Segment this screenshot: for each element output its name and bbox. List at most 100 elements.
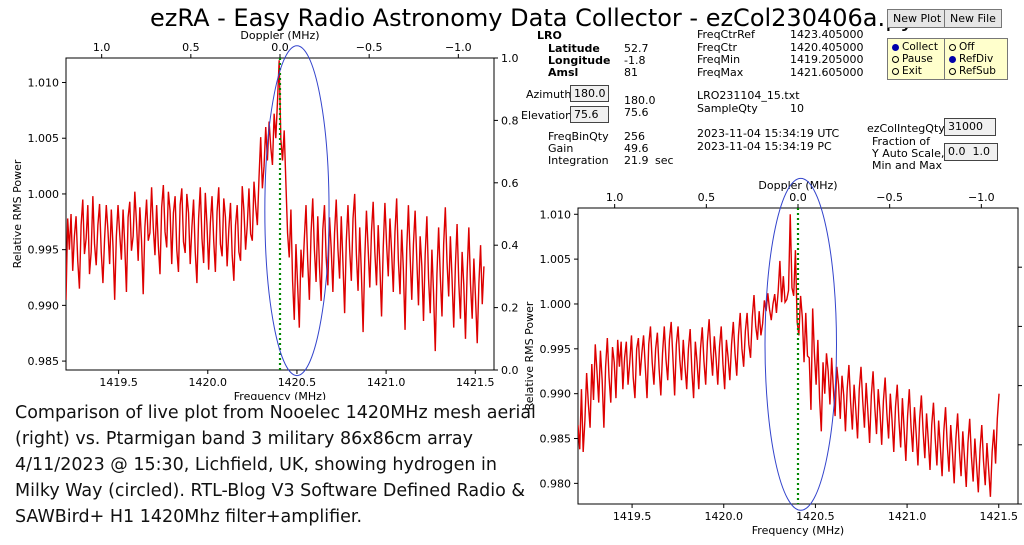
- right-doppler-axis-label: Doppler (MHz): [758, 179, 837, 192]
- radio-empty-icon: [949, 67, 956, 75]
- new-file-button[interactable]: New File: [944, 9, 1002, 28]
- right-x-axis-label: Frequency (MHz): [752, 524, 844, 537]
- radio-selected-icon: [949, 55, 956, 63]
- left-x-tick-label: 1421.0: [367, 376, 406, 389]
- figure-caption: Comparison of live plot from Nooelec 142…: [15, 403, 536, 527]
- left-x-tick-label: 1421.5: [456, 376, 495, 389]
- latitude-label: Latitude: [548, 42, 600, 55]
- right-doppler-tick-label: 0.5: [698, 191, 716, 204]
- right-doppler-tick-label: −1.0: [968, 191, 995, 204]
- amsl-value: 81: [624, 66, 638, 79]
- left-x-tick-label: 1420.5: [278, 376, 317, 389]
- left-x-tick-label: 1419.5: [99, 376, 138, 389]
- freq-min-value: 1419.205000: [790, 53, 864, 66]
- gain-value: 49.6: [624, 142, 649, 155]
- left-doppler-tick-label: −1.0: [445, 41, 472, 54]
- collect-radio[interactable]: Collect: [892, 41, 942, 53]
- right-x-tick-label: 1420.5: [796, 510, 835, 523]
- left-trace-line: [66, 60, 485, 352]
- right-y-axis-label: Relative RMS Power: [523, 301, 536, 410]
- azimuth-value: 180.0: [624, 94, 656, 107]
- gain-label: Gain: [548, 142, 574, 155]
- left-x-axis-label: Frequency (MHz): [234, 390, 326, 400]
- freq-ctr-ref-value: 1423.405000: [790, 28, 864, 41]
- left-right-tick-label: 0.4: [501, 239, 519, 252]
- exit-radio[interactable]: Exit: [892, 65, 942, 77]
- left-y-tick-label: 1.010: [28, 77, 60, 90]
- freq-bin-qty-value: 256: [624, 130, 645, 143]
- integ-qty-label: ezColIntegQty: [867, 122, 945, 135]
- integration-value: 21.9: [624, 154, 649, 167]
- left-y-tick-label: 1.000: [28, 188, 60, 201]
- freq-ctr-ref-label: FreqCtrRef: [697, 28, 755, 41]
- left-right-tick-label: 1.0: [501, 52, 519, 65]
- latitude-value: 52.7: [624, 42, 649, 55]
- radio-empty-icon: [949, 43, 956, 51]
- left-right-tick-label: 0.0: [501, 364, 519, 377]
- left-spectrum-chart: 1419.5 1420.0 1420.5 1421.0 1421.5 0.985 0.990…: [11, 29, 519, 400]
- integration-unit: sec: [655, 154, 674, 167]
- pause-radio[interactable]: Pause: [892, 53, 942, 65]
- auto-scale-input[interactable]: 0.0 1.0: [944, 143, 998, 161]
- radio-empty-icon: [892, 67, 899, 75]
- refsub-radio[interactable]: RefSub: [949, 65, 1003, 77]
- right-hydrogen-circle: [764, 177, 837, 511]
- right-x-tick-label: 1421.5: [980, 510, 1019, 523]
- left-right-tick-label: 0.2: [501, 302, 519, 315]
- new-plot-button[interactable]: New Plot: [887, 9, 948, 28]
- freq-ctr-label: FreqCtr: [697, 41, 738, 54]
- auto-scale-label-line3: Min and Max: [872, 159, 942, 172]
- right-doppler-tick-label: −0.5: [876, 191, 903, 204]
- right-y-tick-label: 0.985: [540, 433, 572, 446]
- freq-max-value: 1421.605000: [790, 66, 864, 79]
- left-y-tick-label: 0.990: [28, 299, 60, 312]
- right-doppler-tick-label: 1.0: [606, 191, 624, 204]
- run-mode-group: Collect Pause Exit: [887, 38, 947, 80]
- sample-qty-value: 10: [790, 102, 804, 115]
- freq-max-label: FreqMax: [697, 66, 744, 79]
- data-file-name: LRO231104_15.txt: [697, 89, 800, 102]
- right-y-tick-label: 1.005: [540, 253, 572, 266]
- right-y-tick-label: 0.980: [540, 477, 572, 490]
- reference-mode-group: Off RefDiv RefSub: [944, 38, 1008, 80]
- utc-timestamp: 2023-11-04 15:34:19 UTC: [697, 127, 840, 140]
- elevation-input[interactable]: 75.6: [570, 106, 609, 123]
- integration-label: Integration: [548, 154, 609, 167]
- right-x-tick-label: 1420.0: [705, 510, 744, 523]
- auto-scale-label-line1: Fraction of: [872, 135, 931, 148]
- elevation-label: Elevation: [521, 109, 573, 122]
- sample-qty-label: SampleQty: [697, 102, 758, 115]
- left-doppler-tick-label: 0.0: [271, 41, 289, 54]
- elevation-value: 75.6: [624, 106, 649, 119]
- right-y-tick-label: 0.995: [540, 343, 572, 356]
- right-y-tick-label: 1.010: [540, 208, 572, 221]
- refdiv-radio[interactable]: RefDiv: [949, 53, 1003, 65]
- right-spectrum-chart: 1419.5 1420.0 1420.5 1421.0 1421.5 0.980 0.985…: [523, 177, 1022, 537]
- amsl-label: Amsl: [548, 66, 579, 79]
- left-doppler-tick-label: −0.5: [356, 41, 383, 54]
- azimuth-input[interactable]: 180.0: [570, 85, 609, 102]
- left-x-tick-label: 1420.0: [189, 376, 228, 389]
- left-doppler-axis-label: Doppler (MHz): [240, 29, 319, 42]
- right-y-tick-label: 0.990: [540, 388, 572, 401]
- left-doppler-tick-label: 0.5: [182, 41, 200, 54]
- app-title: ezRA - Easy Radio Astronomy Data Collect…: [150, 4, 915, 32]
- integ-qty-input[interactable]: 31000: [944, 118, 996, 136]
- auto-scale-max: 1.0: [972, 145, 991, 158]
- longitude-label: Longitude: [548, 54, 611, 67]
- off-radio[interactable]: Off: [949, 41, 1003, 53]
- azimuth-label: Azimuth: [526, 88, 572, 101]
- left-doppler-tick-label: 1.0: [93, 41, 111, 54]
- freq-min-label: FreqMin: [697, 53, 741, 66]
- right-trace-line: [578, 214, 1000, 497]
- left-hydrogen-circle: [264, 45, 330, 377]
- freq-ctr-value: 1420.405000: [790, 41, 864, 54]
- left-right-tick-label: 0.6: [501, 177, 519, 190]
- left-right-tick-label: 0.8: [501, 114, 519, 127]
- radio-empty-icon: [892, 55, 899, 63]
- left-y-tick-label: 0.985: [28, 355, 60, 368]
- left-y-axis-label: Relative RMS Power: [11, 159, 24, 268]
- freq-bin-qty-label: FreqBinQty: [548, 130, 609, 143]
- right-x-tick-label: 1419.5: [613, 510, 652, 523]
- left-y-tick-label: 1.005: [28, 132, 60, 145]
